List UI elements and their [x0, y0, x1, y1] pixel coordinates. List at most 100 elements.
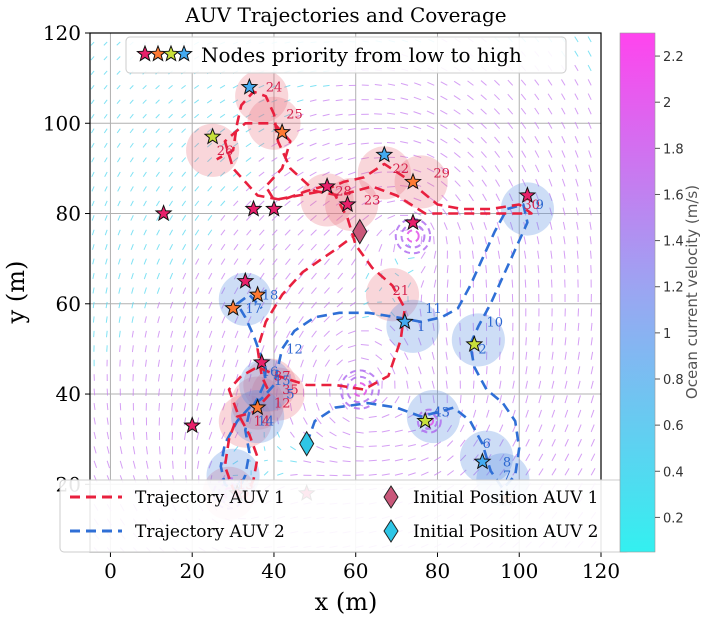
current-arrow — [184, 446, 187, 455]
current-arrow — [355, 445, 364, 448]
current-arrow — [118, 316, 121, 323]
node-label-auv2: 8 — [503, 455, 511, 470]
current-arrow — [588, 178, 592, 187]
current-arrow — [144, 301, 147, 309]
current-arrow — [493, 122, 500, 130]
current-arrow — [433, 293, 436, 303]
current-arrow — [520, 136, 527, 144]
current-arrow — [91, 157, 95, 163]
current-arrow — [194, 215, 200, 221]
current-arrow — [427, 81, 435, 86]
current-arrow — [365, 272, 370, 280]
current-arrow — [576, 236, 579, 245]
current-arrow — [245, 171, 252, 177]
current-arrow — [459, 337, 461, 346]
current-arrow — [337, 272, 344, 280]
current-arrow — [374, 341, 383, 346]
current-arrow — [155, 171, 160, 177]
current-arrow — [590, 424, 595, 433]
current-arrow — [486, 409, 490, 418]
current-arrow — [170, 359, 174, 367]
current-arrow — [170, 374, 174, 382]
node-label-auv1: 23 — [364, 193, 381, 208]
current-arrow — [119, 431, 122, 440]
legend-priority-text: Nodes priority from low to high — [201, 43, 522, 67]
current-arrow — [297, 258, 304, 265]
current-arrow — [207, 157, 213, 163]
current-arrow — [235, 388, 239, 397]
current-arrow — [91, 171, 95, 178]
current-arrow — [194, 99, 200, 104]
current-arrow — [508, 179, 514, 187]
current-arrow — [143, 244, 147, 251]
current-arrow — [508, 193, 514, 202]
current-arrow — [564, 351, 567, 360]
current-arrow — [520, 93, 527, 101]
current-arrow — [590, 409, 595, 418]
current-arrow — [577, 453, 583, 462]
current-arrow — [574, 121, 579, 129]
current-arrow — [590, 308, 593, 317]
current-arrow — [263, 471, 269, 476]
current-arrow — [511, 279, 514, 288]
current-arrow — [194, 243, 200, 251]
current-arrow — [564, 395, 568, 404]
current-arrow — [525, 409, 529, 418]
current-arrow — [119, 417, 122, 425]
current-arrow — [335, 84, 343, 87]
current-arrow — [219, 142, 226, 148]
current-arrow — [335, 344, 343, 351]
current-arrow — [169, 287, 174, 294]
current-arrow — [129, 171, 134, 177]
current-arrow — [171, 417, 174, 426]
current-arrow — [413, 111, 422, 115]
current-arrow — [538, 366, 541, 375]
current-arrow — [93, 460, 98, 468]
current-arrow — [116, 142, 121, 148]
current-arrow — [535, 207, 540, 216]
current-arrow — [131, 316, 134, 323]
current-arrow — [550, 265, 553, 274]
current-arrow — [183, 388, 187, 397]
current-arrow — [443, 222, 448, 230]
colorbar-gradient — [619, 32, 656, 553]
current-arrow — [394, 284, 398, 288]
current-arrow — [574, 136, 579, 144]
current-arrow — [142, 171, 147, 177]
current-arrow — [290, 474, 298, 476]
node-label-auv1: 14 — [254, 415, 271, 430]
current-arrow — [246, 258, 252, 265]
current-arrow — [296, 171, 304, 177]
current-arrow — [104, 171, 108, 178]
coverage-circle-auv1 — [357, 146, 411, 200]
current-arrow — [118, 330, 121, 338]
current-arrow — [232, 157, 239, 163]
current-arrow — [577, 337, 580, 346]
current-arrow — [551, 409, 556, 418]
current-arrow — [453, 109, 461, 115]
current-arrow — [550, 250, 553, 259]
current-arrow — [316, 417, 322, 425]
current-arrow — [296, 157, 304, 162]
current-arrow — [390, 311, 396, 317]
current-arrow — [329, 445, 338, 450]
current-arrow — [296, 113, 304, 117]
node-star — [318, 176, 337, 195]
current-arrow — [563, 236, 566, 245]
current-arrow — [497, 236, 501, 245]
current-arrow — [299, 345, 304, 353]
current-arrow — [351, 272, 357, 280]
current-arrow — [322, 113, 330, 117]
current-arrow — [258, 214, 265, 221]
current-arrow — [360, 357, 369, 361]
current-arrow — [246, 287, 252, 295]
current-arrow — [394, 395, 400, 404]
current-arrow — [181, 215, 187, 221]
current-arrow — [145, 460, 149, 469]
current-arrow — [275, 388, 278, 397]
current-arrow — [482, 193, 487, 202]
current-arrow — [220, 186, 226, 192]
current-arrow — [525, 366, 528, 375]
current-arrow — [155, 157, 160, 163]
current-arrow — [381, 414, 390, 418]
